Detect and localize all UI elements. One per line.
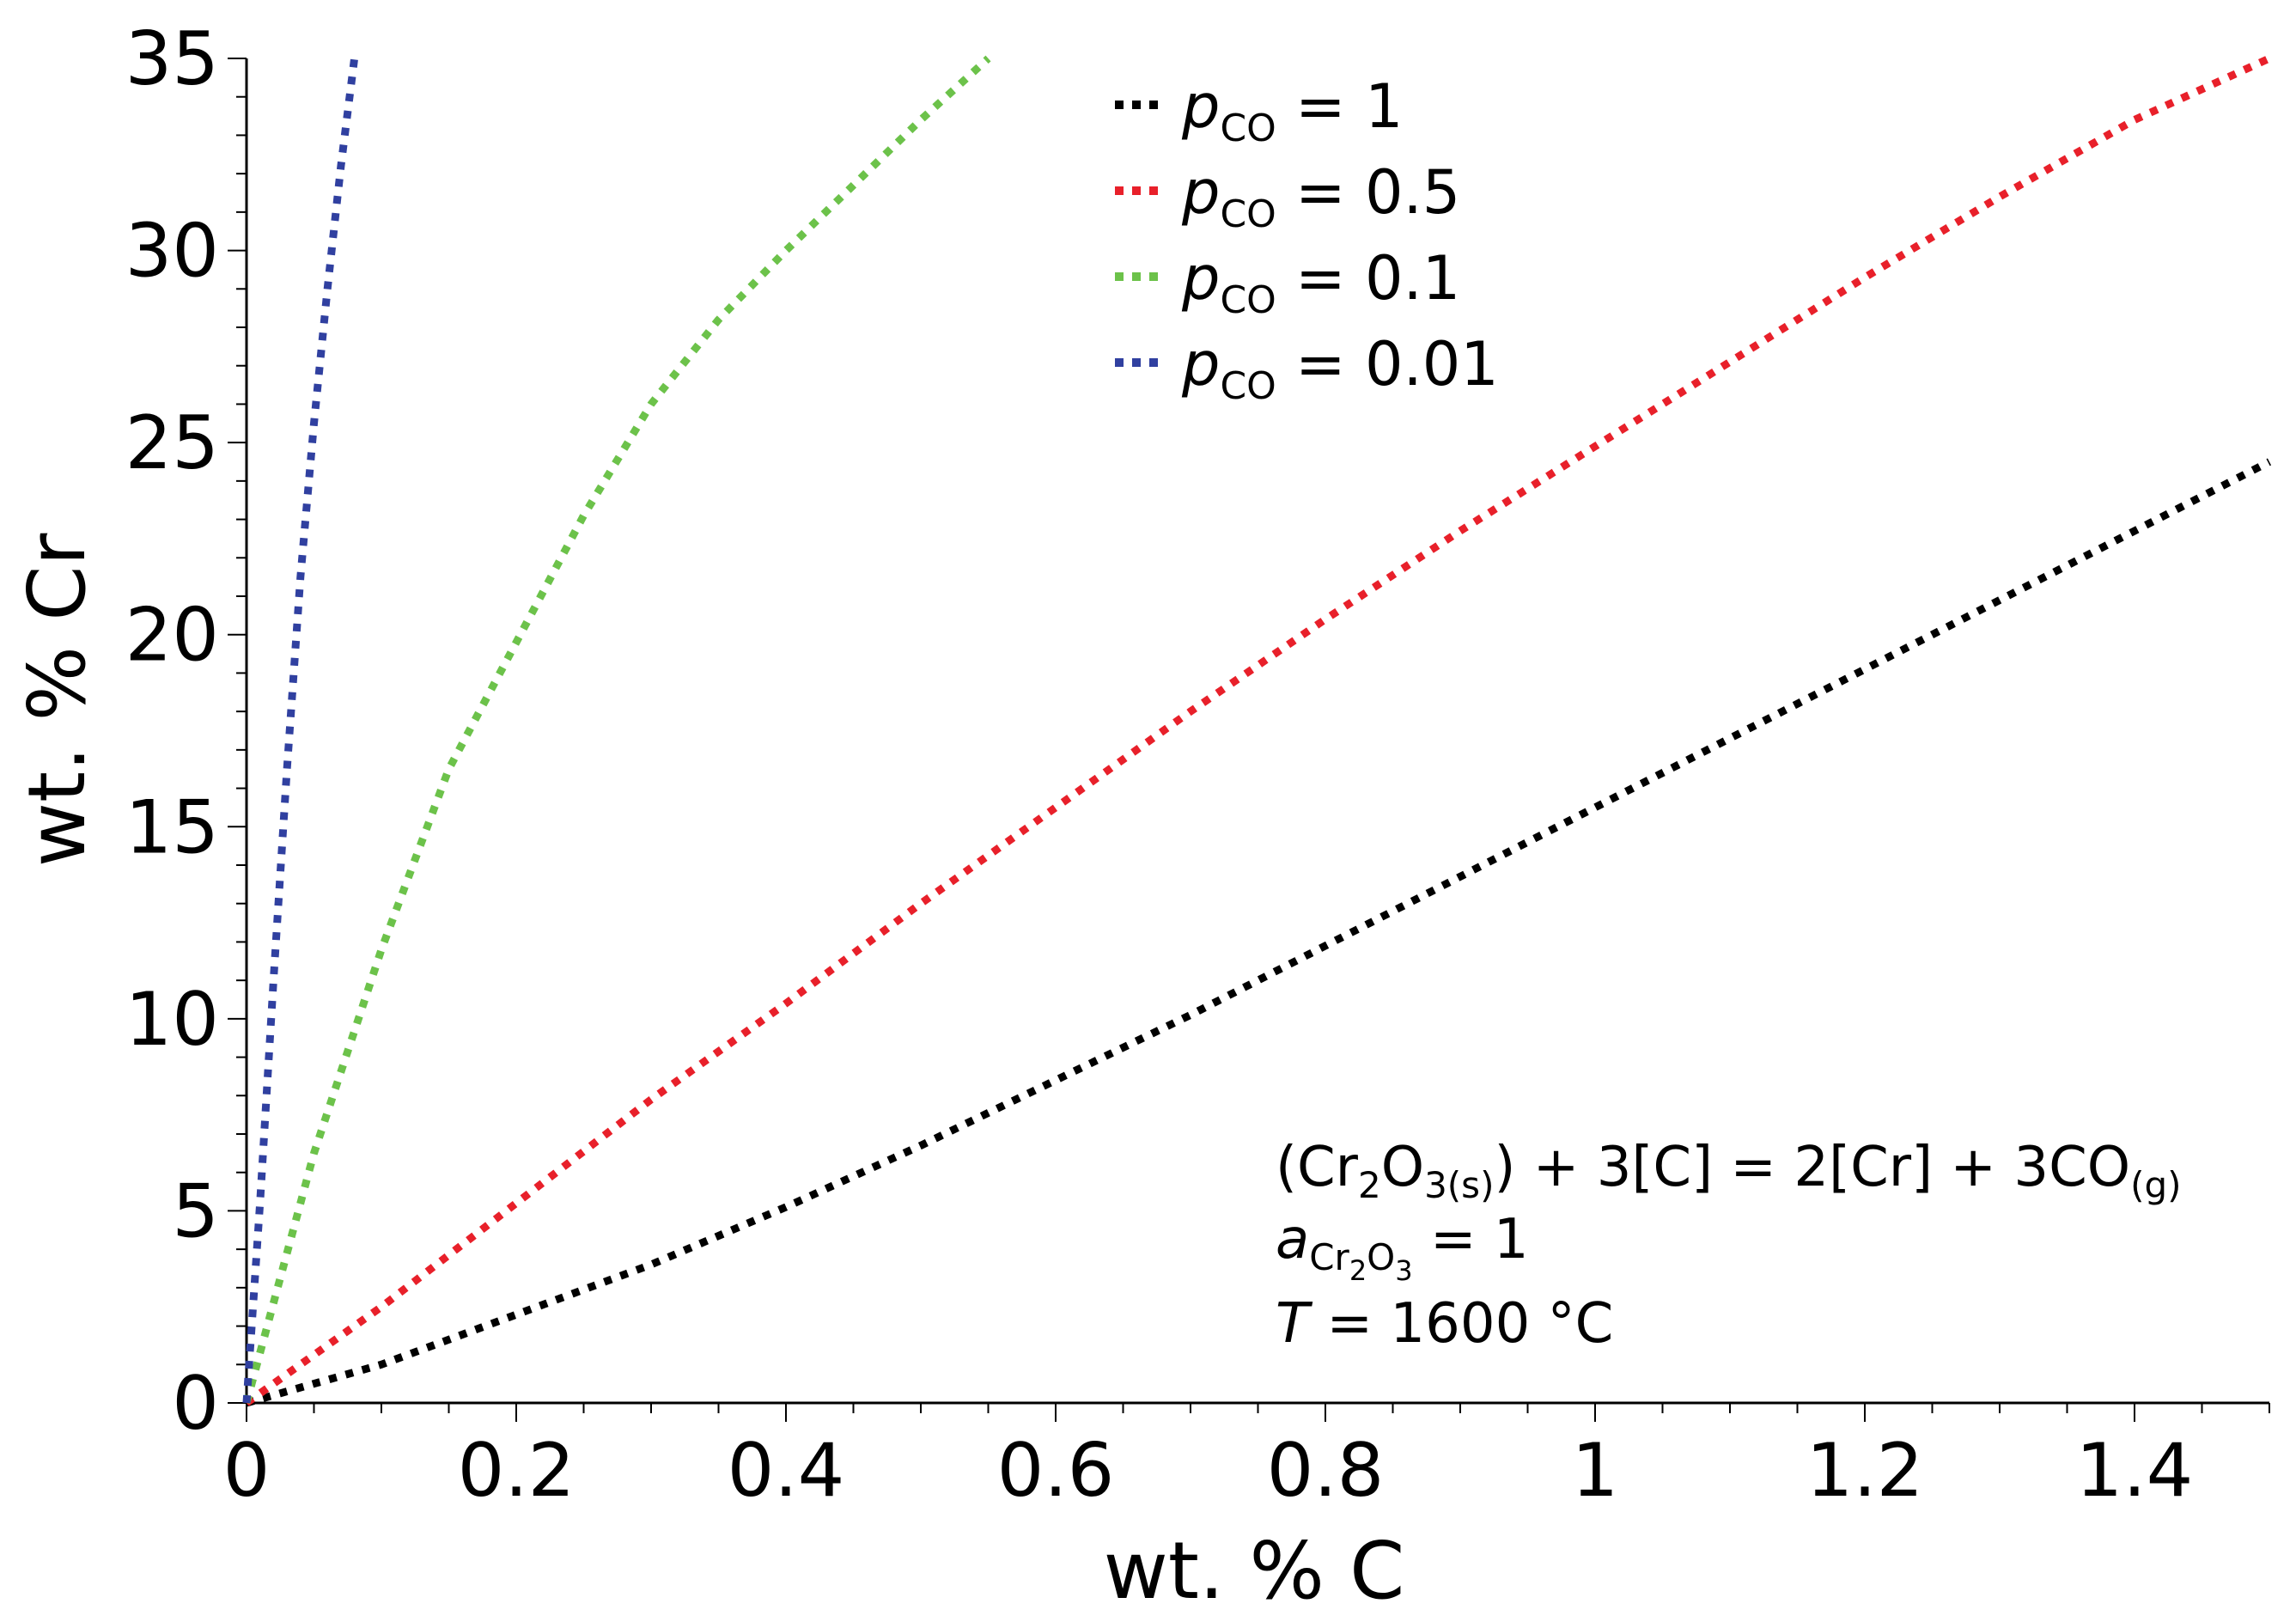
legend-entry-0: pCO = 1 [1181,71,1404,150]
y-tick-label: 35 [125,16,219,102]
y-tick-label: 10 [125,977,219,1063]
x-tick-label: 1.2 [1806,1428,1924,1514]
x-axis-title: wt. % C [1104,1525,1405,1617]
legend-entry-3: pCO = 0.01 [1181,329,1499,408]
y-tick-label: 5 [172,1168,219,1254]
x-tick-label: 0.8 [1267,1428,1385,1514]
x-axis-ticks: 0 0.2 0.4 0.6 0.8 1 1.2 1.4 [223,1403,2270,1514]
x-tick-label: 1.4 [2076,1428,2194,1514]
y-axis-ticks: 0 5 10 15 20 25 30 35 [125,16,247,1447]
series-line-3 [242,58,359,1404]
temperature-condition: T = 1600 °C [1276,1292,1613,1356]
y-tick-label: 25 [125,400,219,486]
y-tick-label: 0 [172,1361,219,1447]
y-tick-label: 20 [125,593,219,679]
x-tick-label: 0.2 [458,1428,576,1514]
legend-entry-2: pCO = 0.1 [1181,243,1460,322]
x-tick-label: 0.6 [997,1428,1115,1514]
series-line-1 [244,54,2271,1406]
y-axis-title: wt. % Cr [11,534,103,868]
x-tick-label: 0.4 [728,1428,845,1514]
legend-entry-1: pCO = 0.5 [1181,157,1460,236]
activity-condition: aCr2O3 = 1 [1276,1208,1529,1287]
y-tick-label: 15 [125,784,219,870]
axes [245,58,2269,1405]
x-tick-label: 0 [223,1428,271,1514]
series-layer [242,54,2272,1407]
y-tick-label: 30 [125,209,219,295]
x-tick-label: 1 [1572,1428,1619,1514]
annotation-block: (Cr2O3(s)) + 3[C] = 2[Cr] + 3CO(g) aCr2O… [1276,1136,2182,1356]
series-line-0 [245,458,2272,1407]
series-line-2 [242,55,991,1405]
reaction-equation: (Cr2O3(s)) + 3[C] = 2[Cr] + 3CO(g) [1276,1136,2182,1206]
